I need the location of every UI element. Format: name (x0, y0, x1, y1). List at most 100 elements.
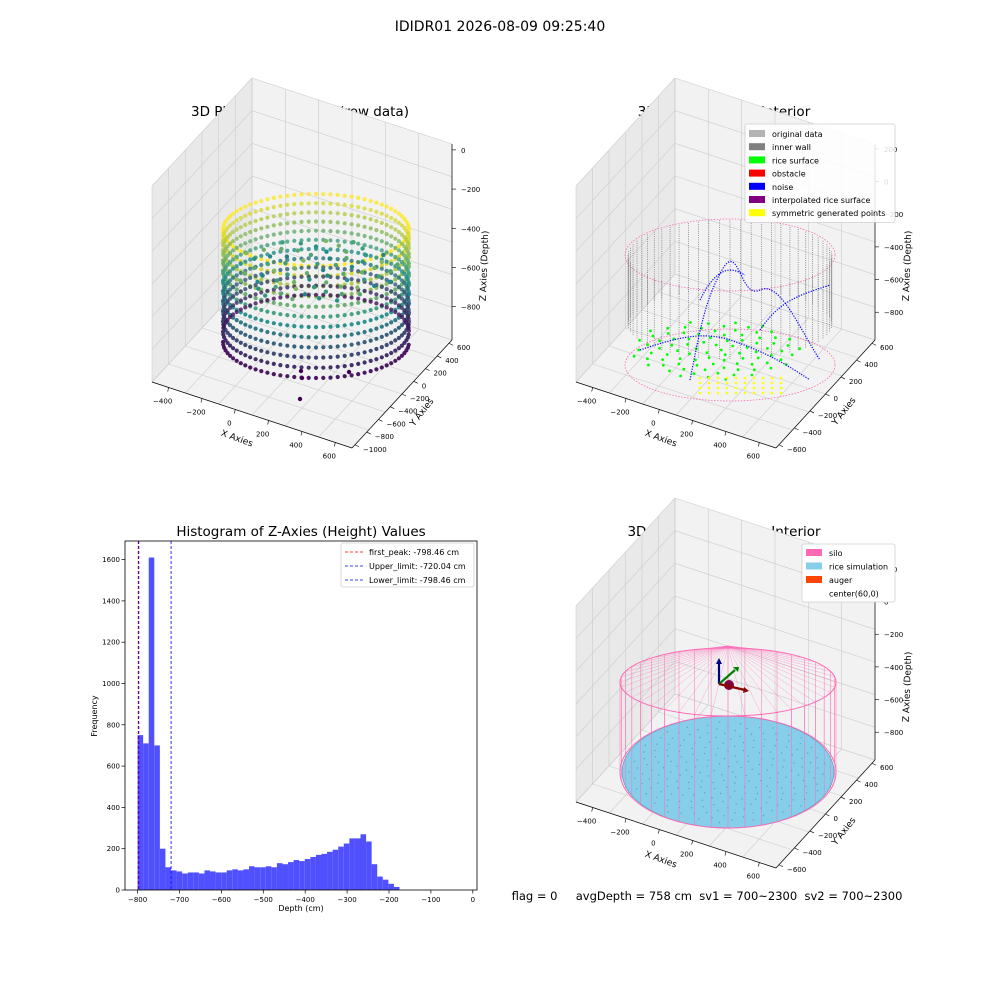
z-tick-label: −600 (461, 264, 480, 272)
rice-surface-point (740, 333, 744, 337)
legend-label: first_peak: -798.46 cm (369, 548, 459, 557)
rice-simulation-point (667, 811, 669, 813)
rice-simulation-point (809, 762, 812, 764)
data-point (299, 201, 304, 206)
data-point (253, 200, 258, 205)
data-point (399, 333, 404, 338)
rice-simulation-point (801, 766, 803, 768)
x-tick (724, 851, 727, 856)
data-point (328, 365, 333, 370)
data-point (234, 309, 239, 315)
x-tick-label: 0 (227, 420, 231, 428)
data-point (406, 280, 411, 285)
rice-simulation-point (793, 762, 795, 764)
rice-simulation-point (816, 790, 819, 792)
rice-simulation-point (739, 723, 742, 725)
data-point (384, 353, 389, 358)
data-point (396, 356, 401, 361)
rice-simulation-point (742, 741, 745, 744)
data-point (238, 361, 243, 366)
rice-simulation-point (748, 780, 750, 782)
x-tick (758, 442, 760, 447)
silo-roof-line (621, 645, 729, 688)
legend-label: inner wall (772, 143, 811, 152)
data-point (393, 236, 398, 241)
data-point (374, 357, 379, 362)
data-point (278, 312, 283, 317)
data-point (379, 202, 384, 207)
data-point (265, 360, 270, 365)
symmetric-point (770, 391, 774, 395)
data-point (271, 250, 276, 255)
data-point (399, 287, 404, 292)
rice-surface-point (679, 374, 682, 378)
legend-label: auger (829, 576, 853, 585)
rice-surface-point (692, 372, 696, 376)
data-point (243, 277, 248, 282)
data-point (284, 254, 290, 259)
data-point (253, 296, 258, 301)
data-point (228, 296, 233, 301)
rice-simulation-point (734, 755, 736, 757)
data-point (321, 219, 326, 224)
data-point (374, 209, 379, 214)
data-point (393, 309, 398, 315)
data-point (335, 344, 340, 349)
simulation-geometry (619, 645, 837, 829)
x-tick-label: 200 (680, 431, 693, 439)
rice-surface-point (740, 339, 744, 342)
data-point (362, 215, 367, 220)
rice-simulation-point (660, 791, 662, 793)
data-point (291, 279, 297, 285)
data-point (379, 334, 384, 339)
rice-simulation-point (753, 739, 755, 742)
data-point (362, 288, 367, 293)
data-point (368, 253, 373, 258)
data-point (292, 275, 297, 280)
rice-surface-point (649, 329, 652, 333)
data-point (393, 300, 398, 305)
data-point (349, 295, 354, 300)
symmetric-point (770, 386, 774, 390)
data-point (342, 294, 347, 299)
data-point (292, 324, 297, 329)
data-point (293, 286, 299, 291)
legend-label: rice simulation (829, 563, 888, 572)
data-point (255, 279, 260, 284)
rice-surface-point (707, 356, 711, 360)
data-point (292, 266, 298, 271)
x-tick (167, 387, 169, 392)
z-tick-label: −400 (884, 244, 903, 252)
silo-roof-line (664, 645, 729, 710)
data-point (285, 323, 290, 328)
rice-simulation-point (793, 787, 796, 789)
x-tick-label: 600 (747, 453, 760, 461)
histogram-bar (204, 870, 211, 890)
legend-swatch (806, 576, 822, 583)
data-point (342, 193, 347, 198)
data-point (384, 250, 389, 255)
rice-simulation-point (708, 741, 711, 743)
data-point (313, 219, 319, 224)
legend-label: center(60,0) (829, 590, 879, 599)
rice-simulation-point (730, 738, 732, 740)
data-point (243, 287, 248, 292)
data-point (265, 215, 270, 220)
data-point (299, 192, 304, 197)
data-point (248, 355, 253, 360)
data-point (306, 335, 311, 340)
data-point (238, 206, 243, 211)
data-point (225, 299, 230, 304)
data-point (393, 291, 398, 296)
data-point (243, 259, 248, 264)
data-point (368, 299, 373, 304)
data-point (328, 247, 333, 252)
data-point (238, 307, 243, 312)
data-point (299, 314, 304, 319)
grid-line (251, 110, 453, 177)
data-point (271, 372, 276, 377)
rice-simulation-point (641, 783, 643, 785)
data-point (356, 205, 361, 210)
data-point (253, 357, 258, 362)
rice-simulation-point (691, 776, 693, 778)
